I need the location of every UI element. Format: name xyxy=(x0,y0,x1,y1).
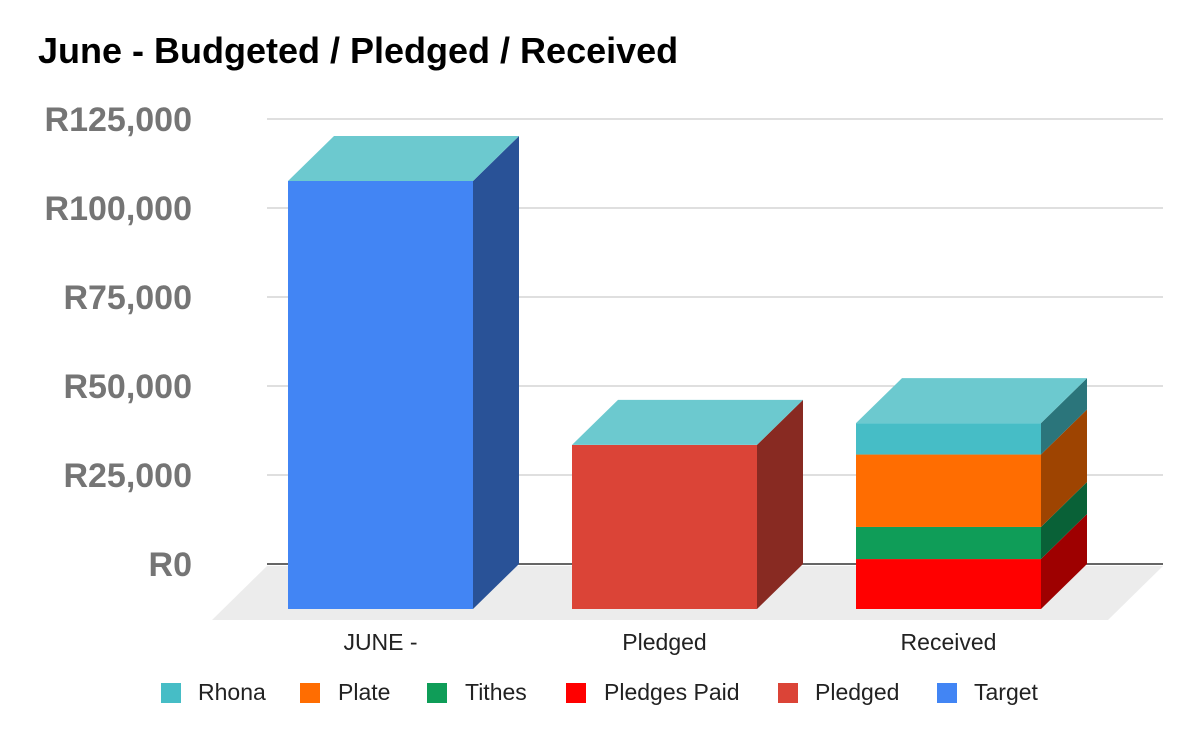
legend-item-rhona: Rhona xyxy=(161,679,266,705)
y-tick-label: R75,000 xyxy=(63,279,192,317)
y-tick-label: R125,000 xyxy=(45,101,192,139)
y-axis-ticks: R0 R25,000 R50,000 R75,000 R100,000 R125,000 xyxy=(45,101,192,584)
x-axis-ticks: JUNE - Pledged Received xyxy=(343,629,996,655)
bar-pledged xyxy=(572,399,803,609)
legend-item-plate: Plate xyxy=(300,679,390,705)
legend-label: Pledged xyxy=(815,679,899,705)
y-tick-label: R50,000 xyxy=(63,368,192,406)
chart-title: June - Budgeted / Pledged / Received xyxy=(38,30,679,71)
bar-segment-pledged-pledged-side xyxy=(757,399,803,609)
legend-swatch xyxy=(161,683,181,703)
legend: Rhona Plate Tithes Pledges Paid Pledged Targe… xyxy=(161,679,1039,705)
y-tick-label: R25,000 xyxy=(63,457,192,495)
legend-label: Tithes xyxy=(465,679,527,705)
bar-segment-received-tithes xyxy=(856,526,1041,560)
bar-segment-received-pledges-paid xyxy=(856,559,1041,609)
y-tick-label: R0 xyxy=(149,546,192,584)
legend-swatch xyxy=(937,683,957,703)
bars xyxy=(288,135,1087,609)
bar-top-june xyxy=(288,135,519,181)
legend-item-tithes: Tithes xyxy=(427,679,527,705)
bar-segment-received-tithes-side xyxy=(1041,481,1087,560)
bar-segment-pledged-pledged xyxy=(572,444,757,609)
bar-segment-received-plate-side xyxy=(1041,409,1087,527)
x-tick-label: Pledged xyxy=(622,629,706,655)
legend-item-pledges-paid: Pledges Paid xyxy=(566,679,740,705)
bar-top-pledged xyxy=(572,399,803,445)
bar-june xyxy=(288,135,519,609)
bar-received xyxy=(856,378,1087,609)
bar-segment-june-target-side xyxy=(473,135,519,609)
legend-label: Rhona xyxy=(198,679,266,705)
bar-top-received xyxy=(856,378,1087,424)
y-tick-label: R100,000 xyxy=(45,190,192,228)
bar-segment-received-rhona-side xyxy=(1041,378,1087,455)
bar-segment-received-rhona xyxy=(856,423,1041,455)
legend-label: Plate xyxy=(338,679,390,705)
legend-item-target: Target xyxy=(937,679,1039,705)
legend-swatch xyxy=(778,683,798,703)
legend-swatch xyxy=(300,683,320,703)
legend-label: Pledges Paid xyxy=(604,679,740,705)
bar-segment-received-plate xyxy=(856,454,1041,527)
legend-swatch xyxy=(566,683,586,703)
bar-segment-june-target xyxy=(288,180,473,609)
x-tick-label: JUNE - xyxy=(343,629,417,655)
legend-swatch xyxy=(427,683,447,703)
legend-item-pledged: Pledged xyxy=(778,679,899,705)
legend-label: Target xyxy=(974,679,1039,705)
x-tick-label: Received xyxy=(901,629,997,655)
bar-segment-received-pledges-paid-side xyxy=(1041,514,1087,609)
